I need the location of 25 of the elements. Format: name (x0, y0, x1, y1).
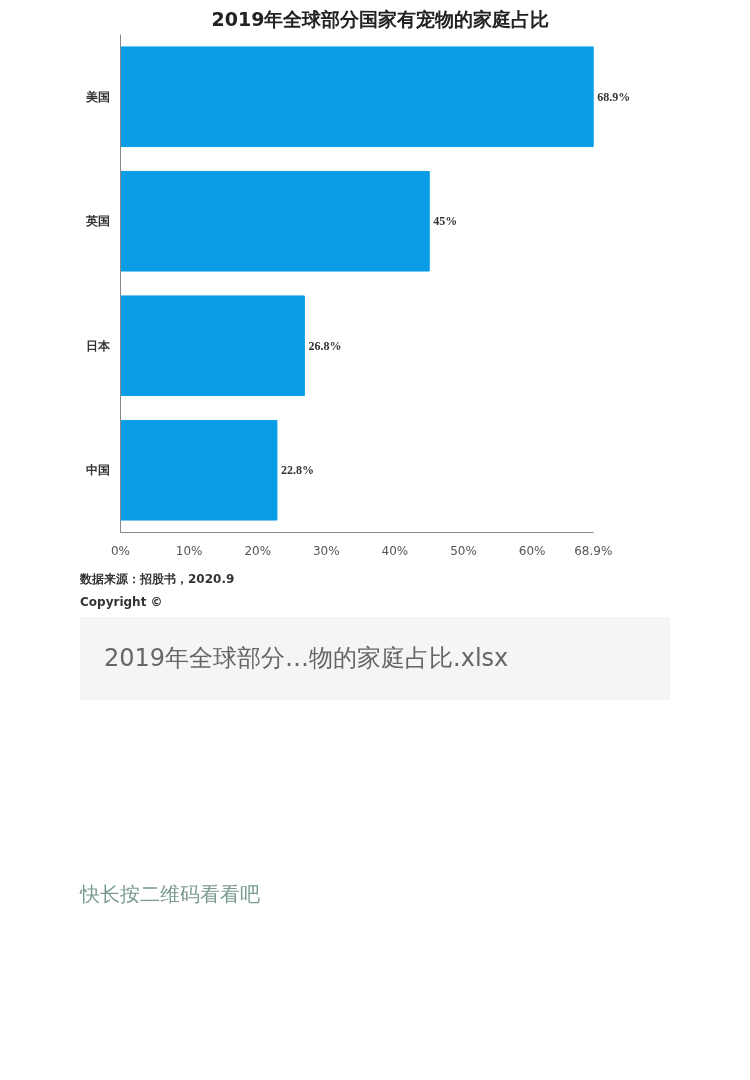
y-tick-label: 美国 (84, 89, 110, 104)
chart-title: 2019年全球部分国家有宠物的家庭占比 (211, 7, 550, 30)
x-tick-label: 40% (381, 543, 409, 558)
x-tick-label: 10% (175, 543, 203, 558)
data-label: 26.8% (308, 338, 342, 353)
bar (120, 295, 305, 397)
text: 快长按二维码看看吧 (80, 880, 261, 908)
x-tick-label: 68.9% (574, 543, 613, 558)
x-tick-label: 30% (313, 543, 340, 558)
data-label: 45% (433, 214, 458, 229)
data-label: 22.8% (280, 463, 314, 478)
x-tick-label: 20% (244, 543, 272, 558)
text: 2019年全球部分…物的家庭占比.xlsx (80, 617, 670, 700)
data-label: 68.9% (597, 89, 631, 104)
bar (120, 419, 278, 521)
text: Copyright © (80, 594, 164, 612)
y-tick-label: 英国 (84, 214, 110, 229)
x-tick-label: 0% (110, 543, 131, 558)
bar (120, 170, 430, 272)
y-tick-label: 日本 (85, 338, 111, 353)
bar (120, 46, 594, 148)
x-tick-label: 50% (450, 543, 477, 558)
source-note: 数据来源：招股书，2020.9 (80, 571, 236, 588)
y-tick-label: 中国 (85, 463, 110, 478)
x-tick-label: 60% (518, 543, 546, 558)
